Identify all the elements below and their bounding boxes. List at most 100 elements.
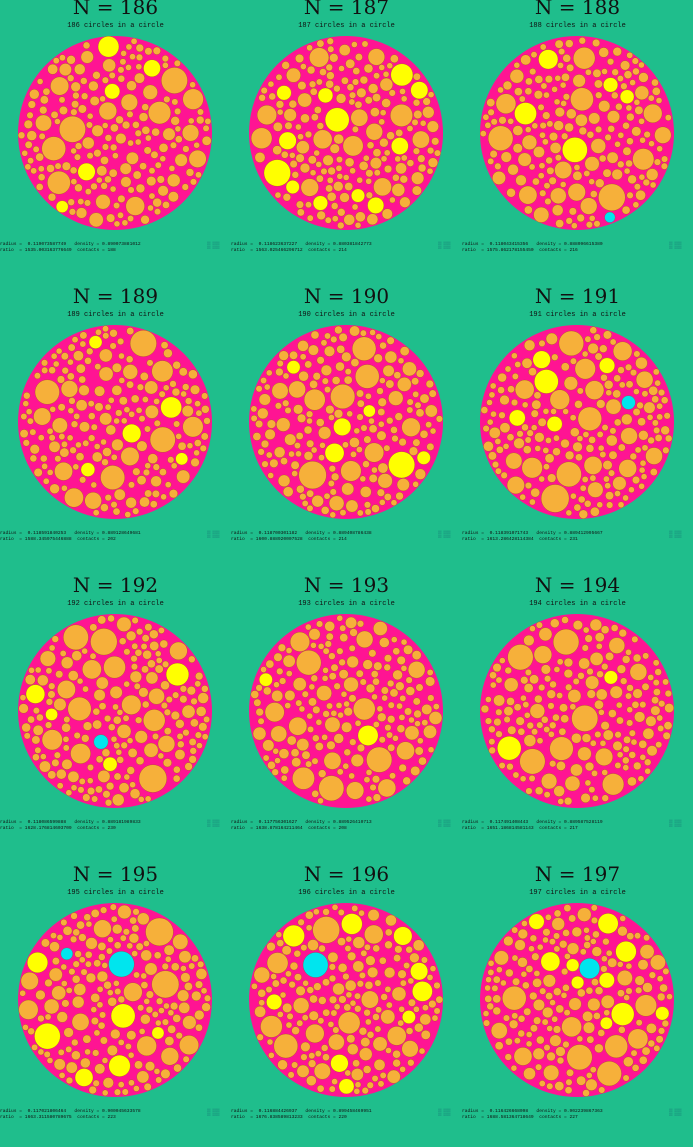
packed-circle	[126, 110, 134, 118]
packed-circle	[549, 142, 562, 154]
packed-circle	[607, 957, 618, 968]
packed-circle	[339, 624, 347, 632]
stats-line-1: radius = 0.118700301182 density = 0.8894…	[231, 531, 372, 536]
packed-circle	[351, 41, 358, 48]
packed-circle	[322, 908, 330, 916]
packed-circle	[583, 170, 591, 177]
packed-circle	[366, 213, 379, 225]
packed-circle	[349, 325, 360, 337]
packed-circle	[572, 171, 583, 181]
packed-circle	[611, 1002, 635, 1026]
packed-circle	[504, 365, 512, 373]
packed-circle	[29, 89, 40, 100]
packed-circle	[152, 46, 161, 55]
packed-circle	[86, 121, 93, 129]
packed-circle	[306, 439, 315, 448]
packed-circle	[412, 185, 422, 196]
packed-circle	[34, 746, 42, 754]
packed-circle	[554, 161, 572, 179]
packed-circle	[136, 1070, 150, 1084]
packed-circle	[56, 200, 69, 213]
packed-circle	[266, 1038, 274, 1046]
panel-title: N = 190	[303, 284, 390, 308]
packed-circle	[154, 664, 164, 674]
packed-circle	[545, 992, 553, 1000]
packed-circle	[400, 665, 408, 672]
packed-circle	[113, 417, 120, 425]
packed-circle	[580, 948, 587, 956]
packed-circle	[592, 69, 602, 78]
packed-circle	[131, 642, 139, 650]
packed-circle	[550, 618, 560, 628]
packed-circle	[354, 1081, 362, 1088]
packed-circle	[402, 361, 417, 377]
packed-circle	[538, 627, 553, 641]
packed-circle	[324, 216, 332, 224]
packed-circle	[283, 108, 297, 122]
packed-circle	[511, 926, 519, 934]
packed-circle	[572, 74, 586, 88]
packed-circle	[512, 977, 520, 986]
packed-circle	[335, 165, 343, 172]
packed-circle	[45, 721, 53, 729]
packed-circle	[194, 1010, 205, 1021]
packed-circle	[525, 1040, 533, 1048]
packed-circle	[48, 366, 56, 374]
packed-circle	[646, 745, 658, 757]
packed-circle	[135, 716, 143, 724]
packed-circle	[131, 663, 138, 671]
packed-circle	[523, 634, 535, 646]
packed-circle	[97, 942, 107, 951]
packed-circle	[101, 1057, 109, 1064]
stats-line-2: ratio = 1663.311580789675 contacts = 223	[0, 1115, 116, 1120]
packed-circle	[625, 159, 633, 168]
packed-circle	[181, 405, 194, 417]
packed-circle	[41, 729, 63, 751]
packed-circle	[364, 442, 384, 463]
packed-circle	[631, 126, 642, 137]
packed-circle	[312, 734, 320, 742]
packed-circle	[32, 753, 40, 761]
packed-circle	[131, 924, 140, 933]
packed-circle	[75, 441, 82, 449]
packed-circle	[399, 695, 407, 702]
packed-circle	[169, 641, 188, 660]
packed-circle	[319, 442, 326, 449]
stats-line-1: radius = 0.118391071743 density = 0.8894…	[462, 531, 603, 536]
packed-circle	[74, 183, 83, 192]
packed-circle	[359, 972, 366, 979]
packed-circle	[545, 914, 552, 921]
packed-circle	[408, 716, 415, 724]
packed-circle	[622, 494, 629, 502]
packed-circle	[286, 1013, 294, 1020]
panel-subtitle: 195 circles in a circle	[67, 889, 164, 897]
packed-circle	[371, 670, 379, 678]
packed-circle	[27, 1027, 35, 1035]
packed-circle	[251, 127, 273, 149]
packed-circle	[130, 38, 138, 45]
packed-circle	[77, 198, 85, 205]
packed-circle	[415, 408, 425, 418]
packed-circle	[311, 495, 324, 508]
packed-circle	[511, 1012, 519, 1020]
packed-circle	[390, 63, 414, 87]
packed-circle	[147, 204, 154, 212]
circle-packing	[480, 903, 674, 1097]
packed-circle	[126, 151, 139, 165]
packed-circle	[330, 710, 338, 717]
packed-circle	[391, 137, 409, 155]
packed-circle	[104, 494, 112, 502]
packed-circle	[79, 956, 86, 963]
packed-circle	[578, 509, 588, 519]
packed-circle	[563, 1009, 571, 1016]
packed-circle	[316, 174, 324, 183]
packed-circle	[200, 432, 209, 441]
packed-circle	[520, 54, 531, 66]
packed-circle	[345, 991, 353, 998]
packed-circle	[337, 208, 346, 217]
packed-circle	[360, 1037, 371, 1047]
packed-circle	[349, 437, 360, 448]
packed-circle	[529, 498, 536, 506]
packed-circle	[337, 221, 345, 229]
packed-circle	[66, 55, 76, 65]
